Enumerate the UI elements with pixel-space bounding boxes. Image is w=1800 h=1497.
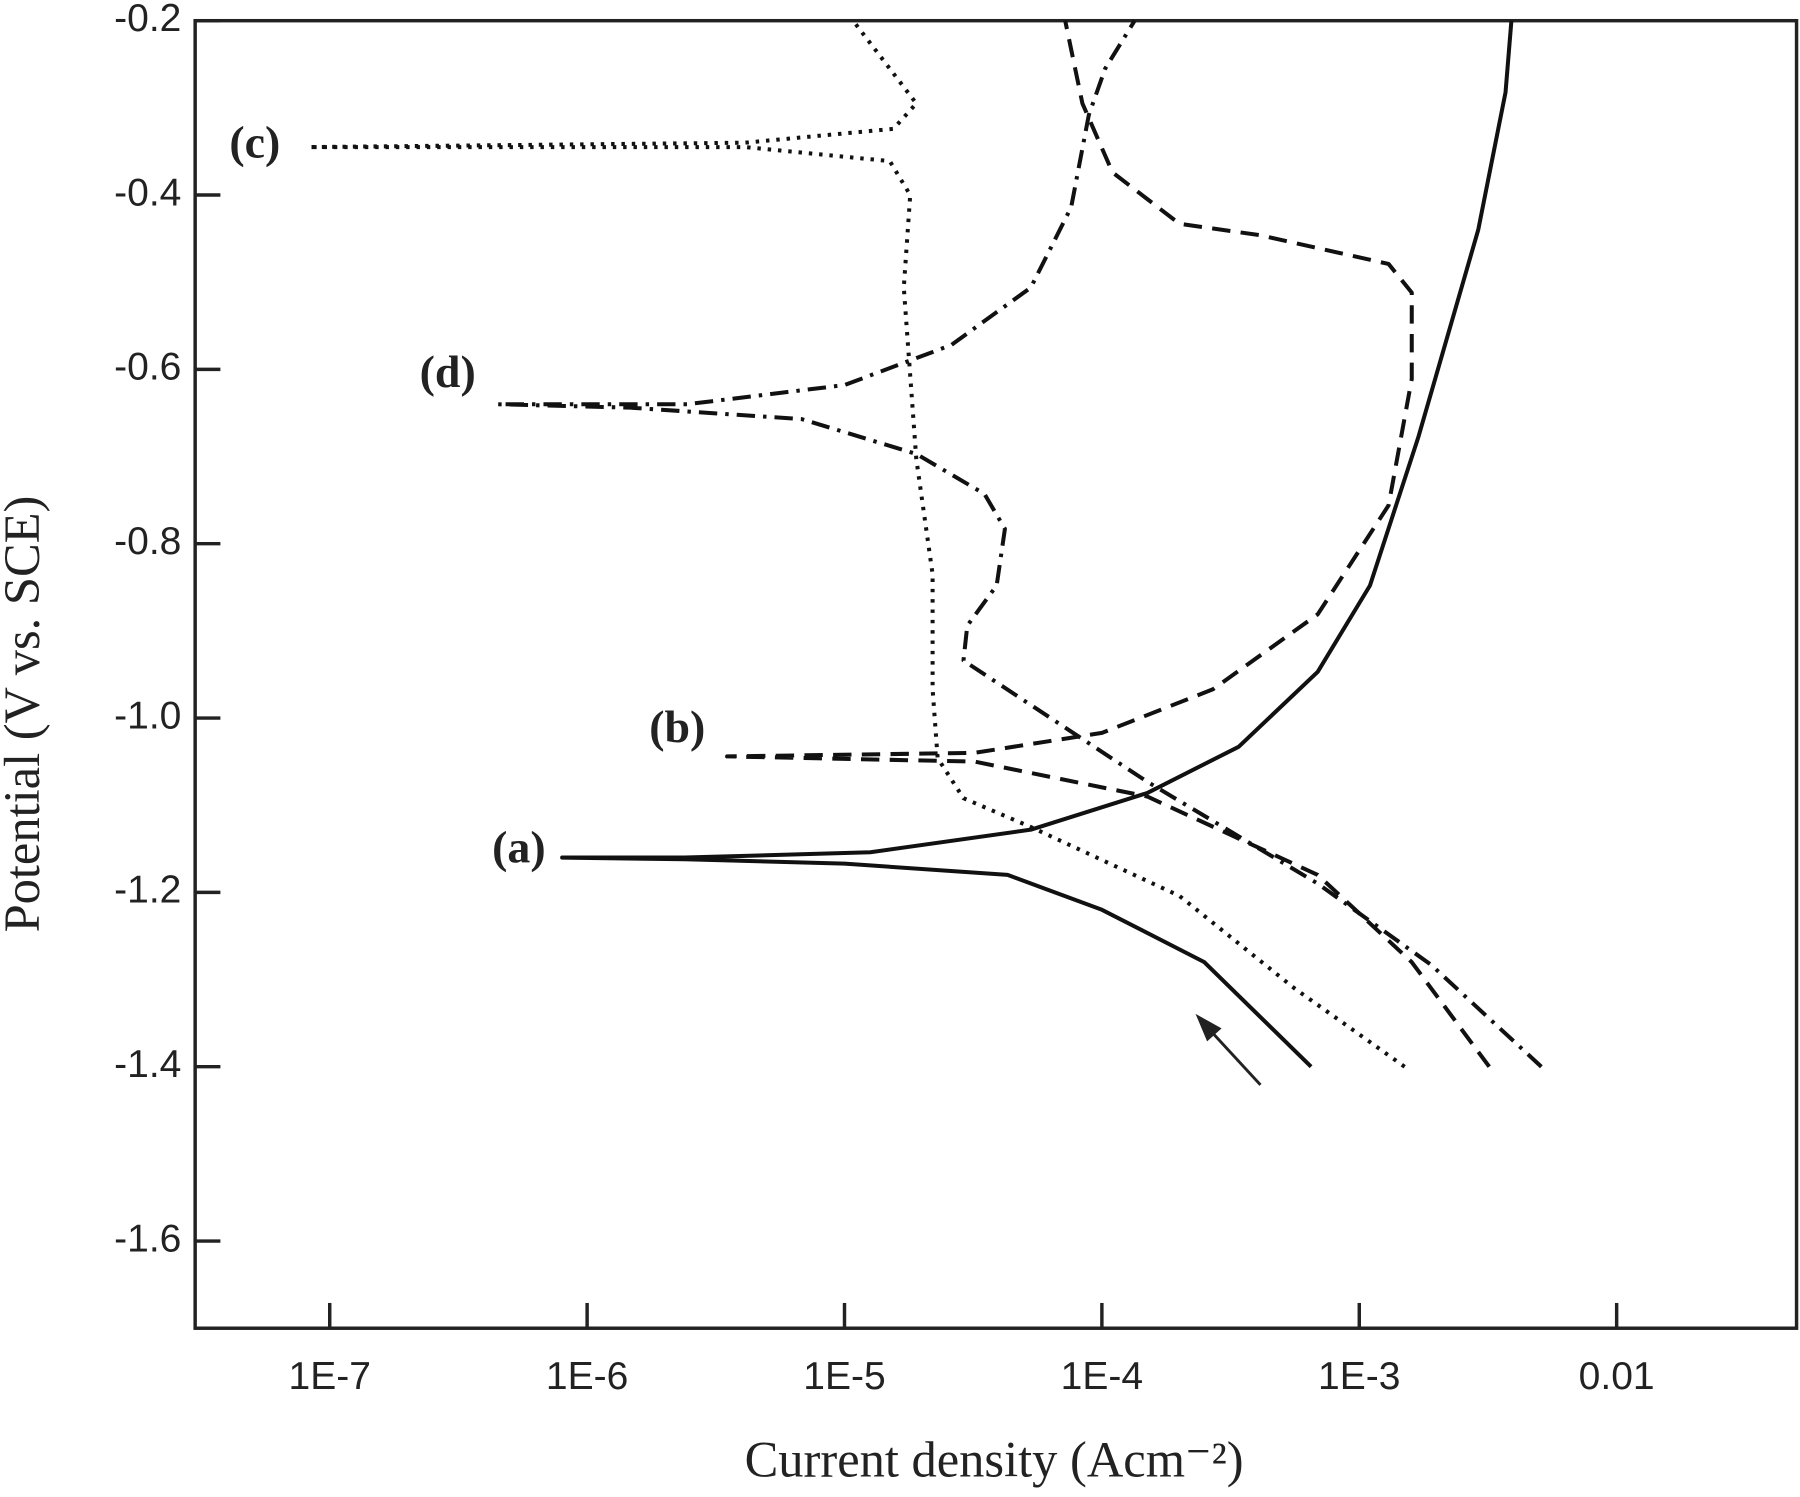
x-tick-label: 1E-6 bbox=[546, 1355, 628, 1398]
curve-label: (b) bbox=[649, 701, 705, 752]
y-tick-label: -1.2 bbox=[114, 869, 181, 912]
x-tick-label: 1E-5 bbox=[803, 1355, 885, 1398]
y-tick-label: -0.6 bbox=[114, 346, 181, 389]
curve bbox=[306, 19, 1406, 1069]
x-tick-label: 0.01 bbox=[1579, 1355, 1655, 1398]
curve-label: (d) bbox=[420, 346, 476, 397]
x-tick-label: 1E-3 bbox=[1318, 1355, 1400, 1398]
y-axis-title: Potential (V vs. SCE) bbox=[0, 496, 50, 933]
curve-label: (a) bbox=[492, 821, 546, 872]
y-tick-label: -1.6 bbox=[114, 1217, 181, 1260]
arrow-shaft bbox=[1204, 1024, 1262, 1086]
curve bbox=[560, 20, 1514, 1069]
arrow bbox=[1195, 1013, 1262, 1086]
curve-label: (c) bbox=[229, 117, 280, 168]
y-tick-label: -0.2 bbox=[114, 0, 181, 40]
y-tick-label: -1.4 bbox=[114, 1043, 181, 1086]
curve bbox=[725, 20, 1491, 1068]
x-tick-label: 1E-7 bbox=[289, 1355, 371, 1398]
plot-frame bbox=[193, 18, 1799, 1330]
y-tick-label: -0.4 bbox=[114, 171, 181, 214]
x-tick-label: 1E-4 bbox=[1061, 1355, 1143, 1398]
y-tick-label: -0.8 bbox=[114, 520, 181, 563]
curve bbox=[495, 19, 1543, 1069]
arrow-head bbox=[1195, 1013, 1222, 1042]
x-axis-title: Current density (Acm⁻²) bbox=[745, 1431, 1244, 1487]
y-tick-label: -1.0 bbox=[114, 694, 181, 737]
